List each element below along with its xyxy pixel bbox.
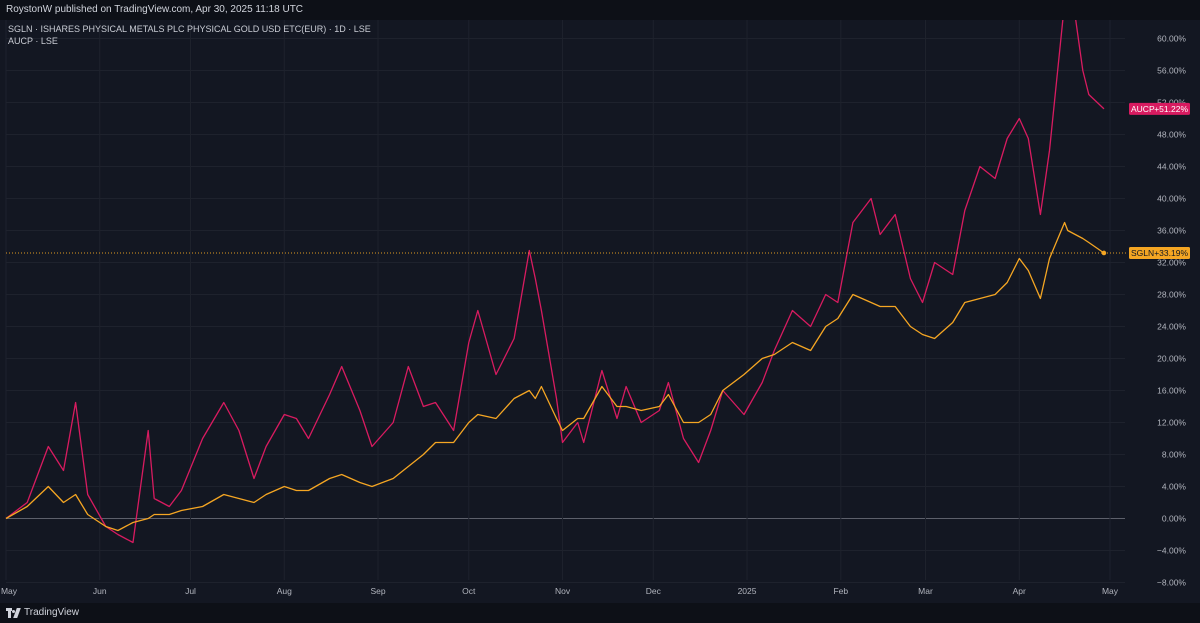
y-tick-label: 52.00% [1157, 98, 1186, 108]
y-tick-label: −4.00% [1157, 546, 1187, 556]
y-tick-label: 8.00% [1162, 450, 1187, 460]
y-tick-label: 56.00% [1157, 66, 1186, 76]
x-tick-label: May [1102, 586, 1119, 596]
y-tick-label: 44.00% [1157, 162, 1186, 172]
y-tick-label: 28.00% [1157, 290, 1186, 300]
y-tick-label: 60.00% [1157, 34, 1186, 44]
series-line-sgln [5, 221, 1105, 532]
x-tick-label: 2025 [738, 586, 757, 596]
y-tick-label: 32.00% [1157, 258, 1186, 268]
price-label-bg [1129, 246, 1190, 259]
publish-bar [0, 0, 1200, 20]
x-tick-label: Feb [833, 586, 848, 596]
price-labels: AUCP +51.22% SGLN +33.19% [1129, 102, 1190, 259]
y-tick-label: 12.00% [1157, 418, 1186, 428]
y-tick-label: 4.00% [1162, 482, 1187, 492]
legend-symbol-aucp[interactable]: AUCP · LSE [8, 36, 58, 46]
x-tick-label: Mar [918, 586, 933, 596]
price-label-value: +33.19% [1154, 248, 1188, 258]
x-tick-label: Jul [185, 586, 196, 596]
tradingview-logo-text: TradingView [24, 607, 80, 618]
price-label-aucp: AUCP +51.22% [1129, 102, 1190, 115]
y-tick-label: 16.00% [1157, 386, 1186, 396]
x-tick-label: May [1, 586, 18, 596]
series-lines [5, 20, 1128, 544]
price-label-symbol: AUCP [1131, 104, 1155, 114]
x-tick-label: Apr [1013, 586, 1026, 596]
legend-symbol-sgln[interactable]: SGLN · ISHARES PHYSICAL METALS PLC PHYSI… [8, 24, 371, 34]
y-tick-label: 36.00% [1157, 226, 1186, 236]
y-tick-label: 48.00% [1157, 130, 1186, 140]
y-tick-label: 0.00% [1162, 514, 1187, 524]
x-tick-label: Dec [646, 586, 662, 596]
price-label-sgln: SGLN +33.19% [1129, 246, 1190, 259]
x-tick-label: Sep [370, 586, 385, 596]
x-tick-label: Nov [555, 586, 571, 596]
x-tick-label: Jun [93, 586, 107, 596]
y-tick-label: 20.00% [1157, 354, 1186, 364]
x-axis: May Jun Jul Aug Sep Oct Nov Dec 2025 Feb Mar Apr May [1, 586, 1119, 596]
sgln-last-point [1101, 250, 1107, 256]
tradingview-logo[interactable]: TradingView [6, 607, 79, 618]
grid [5, 20, 1125, 583]
x-tick-label: Oct [462, 586, 476, 596]
price-label-symbol: SGLN [1131, 248, 1154, 258]
price-label-value: +51.22% [1154, 104, 1188, 114]
publish-text: RoystonW published on TradingView.com, A… [6, 4, 304, 15]
chart[interactable]: 76.00%72.00%68.00%64.00%60.00%56.00%52.0… [0, 20, 1200, 603]
series-line-aucp [5, 20, 1105, 544]
y-tick-label: −8.00% [1157, 578, 1187, 588]
y-tick-label: 24.00% [1157, 322, 1186, 332]
tradingview-logo-icon [6, 607, 21, 618]
x-tick-label: Aug [277, 586, 292, 596]
footer-bar [0, 603, 1200, 623]
price-label-bg [1129, 102, 1190, 115]
y-tick-label: 40.00% [1157, 194, 1186, 204]
y-axis: 76.00%72.00%68.00%64.00%60.00%56.00%52.0… [1157, 34, 1187, 588]
